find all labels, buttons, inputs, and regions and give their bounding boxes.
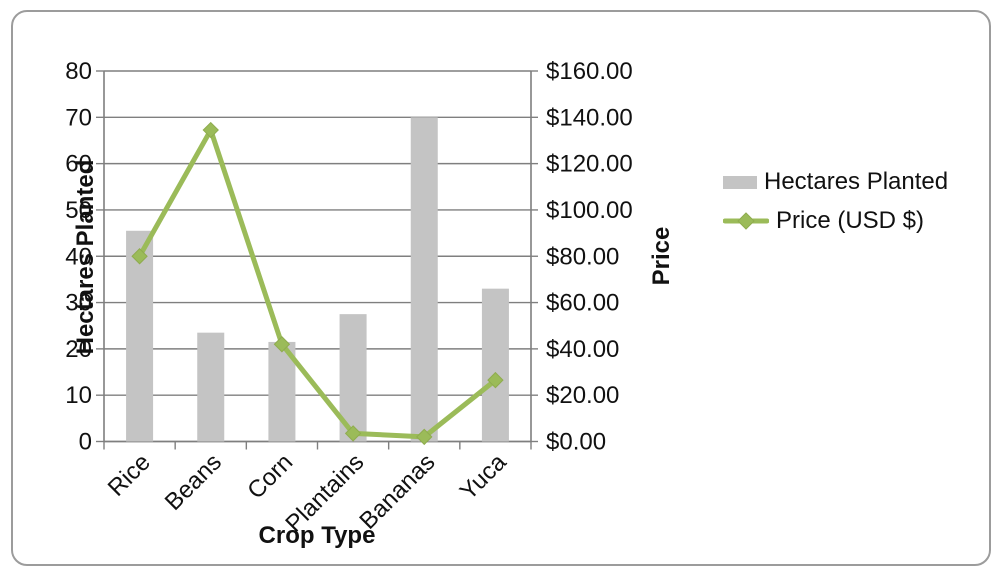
right-axis-tick-label: $120.00: [546, 151, 633, 178]
right-axis-tick-label: $140.00: [546, 104, 633, 131]
left-axis-tick-label: 20: [65, 336, 92, 363]
legend-label-hectares: Hectares Planted: [764, 168, 949, 195]
x-category-label: Corn: [242, 449, 298, 505]
legend-item-hectares: Hectares Planted: [723, 166, 948, 198]
left-axis-tick-label: 30: [65, 290, 92, 317]
right-axis-title: Price: [648, 226, 675, 286]
left-axis-tick-label: 0: [79, 429, 92, 456]
line-series-swatch: [723, 212, 769, 230]
x-category-label: Rice: [103, 449, 156, 502]
right-axis-tick-label: $160.00: [546, 58, 633, 85]
bar-rice: [126, 230, 154, 442]
price-marker-beans: [202, 121, 219, 139]
chart-frame: [11, 10, 991, 566]
price-marker-yuca: [487, 371, 504, 389]
price-marker-rice: [131, 248, 148, 265]
left-axis-tick-label: 60: [65, 151, 92, 178]
x-axis-title: Crop Type: [258, 522, 376, 549]
bar-series-swatch: [723, 175, 757, 189]
right-axis-tick-label: $60.00: [546, 290, 619, 317]
right-axis-tick-label: $0.00: [546, 429, 606, 456]
bar-bananas: [410, 117, 438, 442]
x-category-label: Yuca: [455, 448, 512, 505]
left-axis-tick-label: 50: [65, 197, 92, 224]
price-marker-bananas: [416, 428, 433, 446]
left-axis-tick-label: 10: [65, 382, 92, 409]
bar-yuca: [481, 288, 509, 442]
left-axis-tick-label: 40: [65, 243, 92, 270]
x-category-label: Beans: [160, 449, 227, 516]
left-axis-title: Hectares Planted: [72, 159, 99, 355]
price-line: [137, 127, 498, 440]
bar-beans: [197, 332, 225, 442]
right-axis-tick-label: $80.00: [546, 243, 619, 270]
right-axis-tick-label: $40.00: [546, 336, 619, 363]
left-axis-tick-label: 70: [65, 104, 92, 131]
legend-item-price: Price (USD $): [723, 205, 948, 237]
right-axis-tick-label: $100.00: [546, 197, 633, 224]
legend: Hectares Planted Price (USD $): [723, 166, 948, 237]
price-marker-corn: [273, 336, 291, 353]
left-axis-tick-label: 80: [65, 58, 92, 85]
right-axis-tick-label: $20.00: [546, 382, 619, 409]
price-marker-plantains: [344, 425, 362, 442]
legend-label-price: Price (USD $): [776, 207, 925, 234]
